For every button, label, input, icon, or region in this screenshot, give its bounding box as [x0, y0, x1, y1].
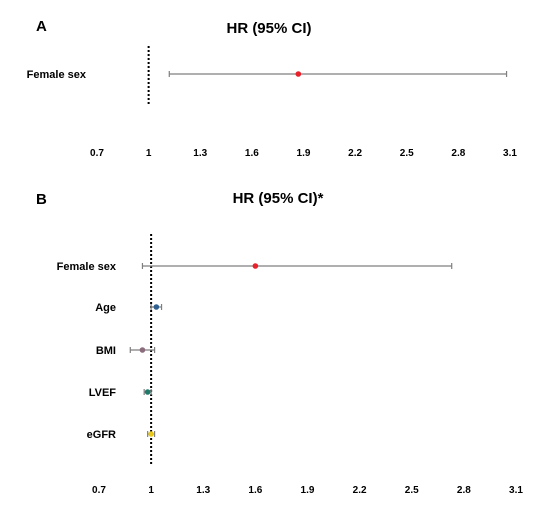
forest-row: LVEF	[89, 387, 152, 399]
hazard-ratio-point	[295, 71, 302, 77]
x-tick-label: 2.8	[457, 485, 471, 496]
row-label: LVEF	[89, 387, 117, 399]
hazard-ratio-point	[144, 389, 151, 395]
panel-a-letter: A	[36, 18, 47, 35]
hazard-ratio-point	[139, 347, 146, 353]
hazard-ratio-point	[148, 431, 154, 437]
x-tick-label: 3.1	[509, 485, 523, 496]
x-tick-label: 2.2	[353, 485, 367, 496]
x-tick-label: 2.5	[400, 148, 414, 159]
panel-b-title: HR (95% CI)*	[233, 190, 324, 207]
forest-row: Age	[95, 302, 163, 314]
forest-row: eGFR	[87, 429, 156, 441]
x-tick-label: 1.3	[193, 148, 207, 159]
row-label: Female sex	[57, 261, 117, 273]
x-tick-label: 1	[146, 148, 152, 159]
x-tick-label: 1.9	[297, 148, 311, 159]
panel-a-rows: Female sex	[27, 69, 508, 81]
x-tick-label: 1	[148, 485, 154, 496]
x-tick-label: 3.1	[503, 148, 517, 159]
forest-row: Female sex	[27, 69, 508, 81]
row-label: BMI	[96, 345, 116, 357]
panel-b-rows: Female sex Age BMI LVEF eGFR	[57, 261, 453, 441]
x-tick-label: 0.7	[92, 485, 106, 496]
panel-a: A HR (95% CI) Female sex 0.7 1 1.3 1.6 1.9 2.…	[27, 18, 518, 159]
x-tick-label: 2.2	[348, 148, 362, 159]
forest-row: BMI	[96, 345, 156, 357]
row-label: Age	[95, 302, 116, 314]
x-tick-label: 1.3	[196, 485, 210, 496]
x-tick-label: 1.6	[245, 148, 259, 159]
panel-a-x-axis-ticks: 0.7 1 1.3 1.6 1.9 2.2 2.5 2.8 3.1	[90, 148, 517, 159]
panel-b-letter: B	[36, 191, 47, 208]
x-tick-label: 0.7	[90, 148, 104, 159]
x-tick-label: 2.5	[405, 485, 419, 496]
panel-b-x-axis-ticks: 0.7 1 1.3 1.6 1.9 2.2 2.5 2.8 3.1	[92, 485, 523, 496]
row-label: eGFR	[87, 429, 116, 441]
hazard-ratio-point	[252, 263, 259, 269]
row-label: Female sex	[27, 69, 87, 81]
x-tick-label: 1.6	[248, 485, 262, 496]
forest-row: Female sex	[57, 261, 453, 273]
hazard-ratio-point	[153, 304, 160, 310]
x-tick-label: 2.8	[451, 148, 465, 159]
x-tick-label: 1.9	[301, 485, 315, 496]
panel-b: B HR (95% CI)* Female sexAgeBMILVEFeGFR …	[36, 190, 523, 496]
panel-a-title: HR (95% CI)	[226, 20, 311, 37]
